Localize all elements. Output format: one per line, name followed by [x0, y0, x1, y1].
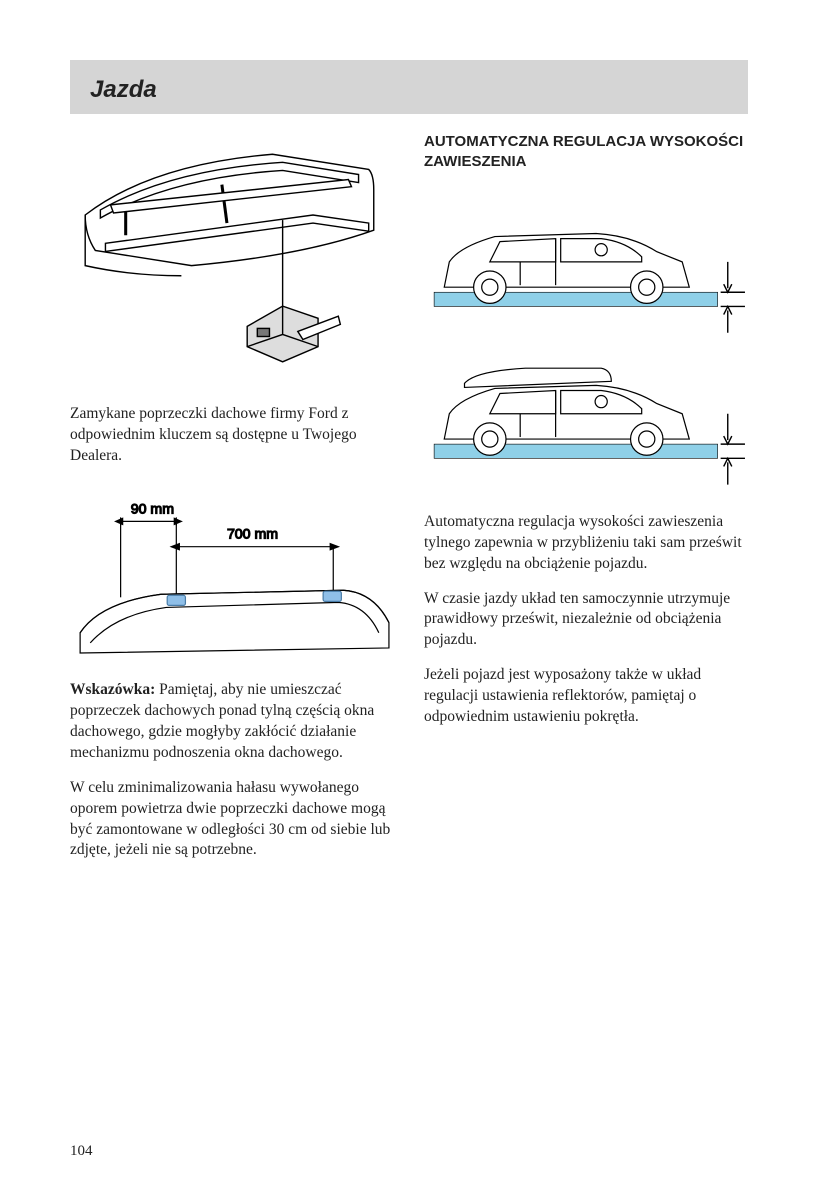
roof-dimensions-figure: 90 mm 700 mm [70, 491, 394, 663]
left-column: Zamykane poprzeczki dachowe firmy Ford z… [70, 124, 394, 875]
hint-paragraph: Wskazówka: Pamiętaj, aby nie umieszczać … [70, 680, 394, 764]
suspension-para1: Automatyczna regulacja wysokości zawiesz… [424, 512, 748, 575]
content-columns: Zamykane poprzeczki dachowe firmy Ford z… [70, 124, 748, 875]
dim-700-label: 700 mm [227, 526, 278, 542]
right-column: AUTOMATYCZNA REGULACJA WYSOKOŚCI ZAWIESZ… [424, 124, 748, 875]
section-header: Jazda [70, 60, 748, 114]
suspension-figure [424, 191, 748, 495]
hint-label: Wskazówka: [70, 681, 155, 698]
dim-90-label: 90 mm [131, 501, 174, 517]
roof-rack-key-figure [70, 134, 394, 387]
page-number: 104 [70, 1143, 93, 1160]
suspension-para2: W czasie jazdy układ ten samoczynnie utr… [424, 589, 748, 652]
noise-paragraph: W celu zminimalizowania hałasu wywołaneg… [70, 778, 394, 862]
suspension-para3: Jeżeli pojazd jest wyposażony także w uk… [424, 665, 748, 728]
roof-rack-intro-text: Zamykane poprzeczki dachowe firmy Ford z… [70, 404, 394, 467]
section-title: Jazda [90, 76, 728, 104]
suspension-heading: AUTOMATYCZNA REGULACJA WYSOKOŚCI ZAWIESZ… [424, 132, 748, 171]
